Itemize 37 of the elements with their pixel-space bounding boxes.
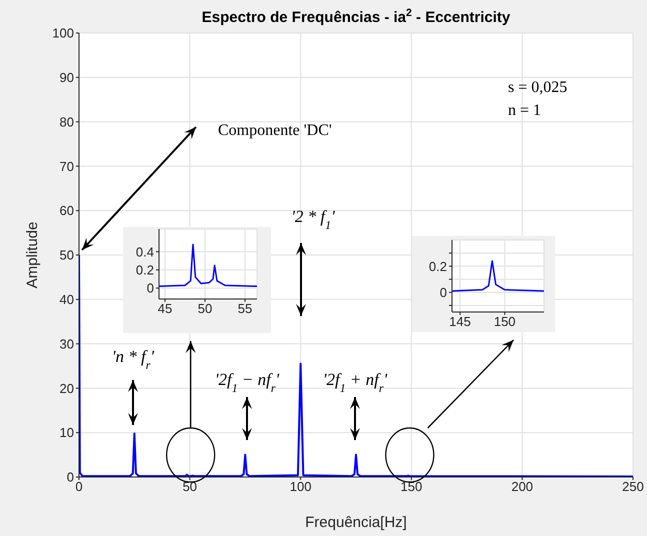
x-tick-label: 50: [198, 301, 212, 316]
y-tick-label: 10: [60, 425, 74, 440]
chart-title: Espectro de Frequências - ia$^{2}$ - Eccentricity: [202, 7, 511, 26]
y-tick-label: 30: [60, 336, 74, 352]
x-tick-label: 55: [238, 301, 252, 316]
y-axis-title: Amplitude: [24, 222, 41, 288]
line-series: [452, 260, 544, 292]
x-tick-label: 250: [622, 479, 644, 494]
y-tick-label: 80: [60, 114, 74, 130]
y-tick-label: 0.2: [136, 262, 154, 278]
x-tick-label: 50: [182, 479, 198, 494]
annotation: '2f$_{1}$ + nf$_{r}$': [322, 370, 388, 395]
y-tick-label: 20: [60, 380, 74, 396]
annotation: s = 0,025: [508, 79, 568, 96]
x-tick-label: 150: [494, 314, 516, 330]
y-tick-label: 50: [60, 248, 74, 263]
y-tick-label: 60: [60, 203, 74, 218]
y-tick-label: 0: [66, 470, 74, 485]
y-tick-label: 40: [60, 292, 74, 308]
annotation: '2 * f$_{1}$': [291, 207, 336, 232]
x-axis-title: Frequência[Hz]: [305, 514, 407, 531]
y-tick-label: 0.4: [136, 244, 154, 260]
y-tick-label: 0: [146, 280, 154, 296]
y-tick-label: 100: [52, 26, 74, 41]
x-tick-label: 45: [158, 301, 172, 316]
annotation: '2f$_{1}$ − nf$_{r}$': [214, 370, 280, 395]
y-tick-label: 0.2: [428, 258, 447, 274]
annotation: n = 1: [508, 102, 542, 119]
y-tick-label: 70: [60, 158, 74, 174]
annotation: 'n * f$_{r}$': [112, 347, 154, 372]
x-tick-label: 200: [511, 479, 534, 494]
line-series: [159, 244, 257, 288]
annotation: Componente 'DC': [218, 122, 332, 139]
x-tick-label: 100: [290, 479, 312, 494]
y-tick-label: 90: [60, 70, 74, 86]
x-tick-label: 150: [400, 479, 422, 494]
x-tick-label: 145: [449, 314, 471, 330]
